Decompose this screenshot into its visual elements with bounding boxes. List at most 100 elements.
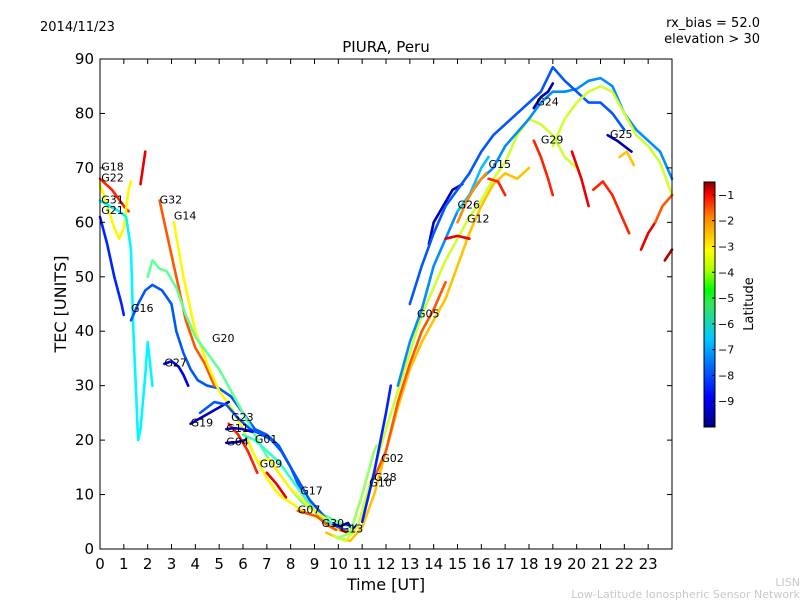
- label-g05: G05: [417, 308, 440, 321]
- series-g04: [225, 438, 247, 445]
- label-g09: G09: [260, 457, 283, 470]
- y-tick-label: 10: [75, 486, 94, 504]
- series-g26: [427, 182, 464, 246]
- y-axis: 0 10 20 30 40 50 60 70 80 90: [75, 50, 672, 558]
- label-g12: G12: [467, 212, 490, 225]
- x-tick-label: 4: [191, 555, 201, 573]
- series-g32b: [158, 199, 216, 388]
- label-g17: G17: [300, 485, 323, 498]
- series-g31: [98, 199, 154, 442]
- series-g17: [265, 471, 288, 499]
- series-g01: [241, 433, 340, 526]
- x-tick-label: 1: [119, 555, 129, 573]
- x-tick-label: 5: [214, 555, 224, 573]
- colorbar: [703, 181, 716, 428]
- elevation-label: elevation > 30: [664, 32, 760, 47]
- label-g23: G23: [231, 411, 254, 424]
- series-g12b: [408, 65, 626, 306]
- x-tick-label: 7: [262, 555, 272, 573]
- series-g11: [225, 426, 254, 434]
- series-g25c: [591, 180, 631, 235]
- label-g24: G24: [536, 95, 559, 108]
- series-g02: [336, 444, 378, 540]
- series-g03: [360, 384, 393, 524]
- series-g30: [332, 521, 359, 532]
- colorbar-label: Latitude: [742, 277, 757, 331]
- x-tick-label: 3: [167, 555, 177, 573]
- series-g29: [532, 139, 555, 197]
- x-tick-label: 15: [448, 555, 467, 573]
- series-g12: [444, 234, 471, 240]
- label-g04: G04: [226, 436, 249, 449]
- label-g02: G02: [381, 452, 404, 465]
- chart-title: PIURA, Peru: [342, 38, 429, 56]
- date-label: 2014/11/23: [40, 20, 115, 35]
- label-g16: G16: [131, 302, 154, 315]
- series-g25b: [618, 150, 636, 167]
- credit-long: Low-Latitude Ionospheric Sensor Network: [571, 588, 800, 600]
- label-g20: G20: [212, 332, 235, 345]
- series-layer: [98, 65, 674, 543]
- series-g19: [189, 400, 230, 426]
- series-g10: [325, 166, 531, 543]
- x-tick-label: 16: [472, 555, 491, 573]
- y-tick-label: 0: [84, 540, 94, 558]
- colorbar-tick-label: −8: [718, 369, 734, 382]
- label-g10: G10: [369, 476, 392, 489]
- y-tick-label: 80: [75, 104, 94, 122]
- y-tick-label: 70: [75, 159, 94, 177]
- x-tick-label: 2: [143, 555, 153, 573]
- x-tick-label: 12: [376, 555, 395, 573]
- series-g19b: [198, 400, 340, 529]
- label-g25: G25: [610, 128, 633, 141]
- y-tick-label: 60: [75, 213, 94, 231]
- series-g21: [98, 215, 126, 317]
- bias-label: rx_bias = 52.0: [666, 16, 760, 31]
- series-g24: [532, 82, 555, 110]
- series-g29b: [551, 84, 674, 197]
- series-g23d: [663, 248, 674, 262]
- label-g26: G26: [458, 199, 481, 212]
- y-tick-label: 90: [75, 50, 94, 68]
- colorbar-tick-label: −9: [718, 395, 734, 408]
- label-g27: G27: [164, 357, 187, 370]
- label-g13: G13: [341, 523, 364, 536]
- x-tick-label: 23: [639, 555, 658, 573]
- label-g18: G18: [101, 161, 124, 174]
- x-tick-label: 21: [591, 555, 610, 573]
- series-g15: [456, 155, 490, 213]
- x-tick-label: 10: [329, 555, 348, 573]
- label-g30: G30: [322, 517, 345, 530]
- colorbar-tick-label: −3: [718, 240, 734, 253]
- x-tick-label: 6: [238, 555, 248, 573]
- y-axis-label: TEC [UNITS]: [51, 256, 70, 354]
- series-g32: [139, 150, 147, 186]
- label-g21: G21: [101, 204, 124, 217]
- x-tick-label: 18: [519, 555, 538, 573]
- series-g16b: [456, 172, 488, 224]
- x-tick-label: 11: [353, 555, 372, 573]
- colorbar-tick-label: −6: [718, 318, 734, 331]
- x-tick-label: 0: [95, 555, 105, 573]
- x-tick-label: 22: [615, 555, 634, 573]
- x-axis: 0 1 2 3 4 5 6 7 8 9 10 11 12 13 14 15 16 17 18 19 20 21 22 23: [95, 59, 658, 573]
- credit-short: LISN: [775, 576, 800, 589]
- label-g22: G22: [101, 172, 124, 185]
- label-g11: G11: [226, 422, 249, 435]
- x-tick-label: 13: [400, 555, 419, 573]
- x-tick-label: 19: [543, 555, 562, 573]
- x-axis-label: Time [UT]: [346, 575, 425, 594]
- label-g19: G19: [191, 417, 214, 430]
- label-g29: G29: [541, 133, 564, 146]
- colorbar-tick-label: −2: [718, 215, 734, 228]
- series-g25: [606, 133, 633, 153]
- colorbar-tick-label: −1: [718, 189, 734, 202]
- x-tick-label: 14: [424, 555, 443, 573]
- label-g15: G15: [489, 158, 512, 171]
- label-g31: G31: [101, 193, 124, 206]
- label-g14: G14: [174, 210, 197, 223]
- y-tick-label: 50: [75, 268, 94, 286]
- x-tick-label: 9: [310, 555, 320, 573]
